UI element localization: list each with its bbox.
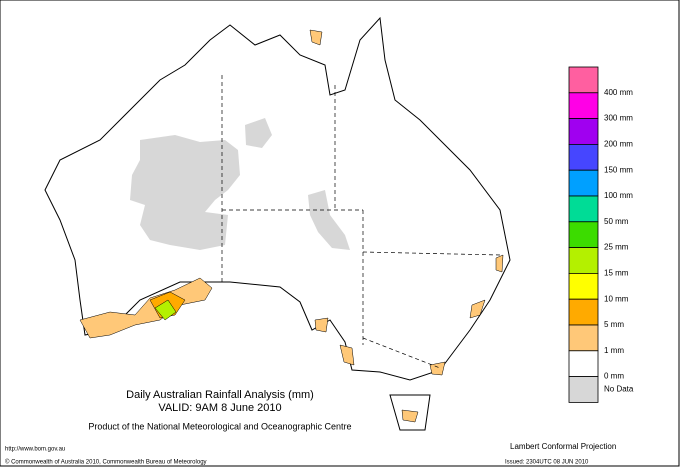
legend-swatch: [568, 221, 599, 249]
legend-label: 150 mm: [604, 165, 633, 174]
legend-swatch: [568, 350, 599, 377]
legend-label: 10 mm: [604, 294, 629, 303]
legend-label: 400 mm: [604, 88, 633, 97]
legend-swatch: [568, 298, 599, 326]
legend-swatch: [568, 92, 599, 120]
valid-time: VALID: 9AM 8 June 2010: [158, 402, 281, 414]
legend: 400 mm 300 mm 200 mm 150 mm 100 mm 50 mm 25 mm…: [568, 66, 634, 403]
legend-swatch: [568, 272, 599, 300]
legend-swatch: [568, 66, 599, 94]
issued: Issued: 2304UTC 08 JUN 2010: [505, 460, 589, 466]
legend-label: 25 mm: [604, 243, 629, 252]
legend-label: No Data: [604, 385, 634, 394]
legend-swatch: [568, 118, 599, 145]
legend-label: 15 mm: [604, 269, 629, 278]
legend-swatch: [568, 195, 599, 223]
legend-swatch: [568, 143, 599, 171]
state-borders: [221, 75, 501, 369]
legend-label: 100 mm: [604, 191, 633, 200]
legend-swatch: [568, 376, 599, 403]
no-data-areas: [130, 118, 350, 250]
url: http://www.bom.gov.au: [5, 447, 65, 453]
legend-label: 200 mm: [604, 140, 633, 149]
legend-label: 50 mm: [604, 217, 629, 226]
map-title: Daily Australian Rainfall Analysis (mm): [126, 389, 314, 401]
legend-label: 5 mm: [604, 320, 624, 329]
product-note: Product of the National Meteorological a…: [88, 421, 351, 431]
legend-swatch: [568, 247, 599, 274]
legend-label: 300 mm: [604, 114, 633, 123]
legend-swatch: [568, 169, 599, 197]
legend-label: 0 mm: [604, 372, 624, 381]
projection: Lambert Conformal Projection: [510, 442, 616, 451]
legend-swatch: [568, 324, 599, 352]
copyright: © Commonwealth of Australia 2010, Common…: [5, 459, 207, 466]
tasmania: [389, 394, 431, 431]
legend-label: 1 mm: [604, 346, 624, 355]
rain-areas: [79, 29, 504, 423]
coastline: [44, 16, 511, 381]
